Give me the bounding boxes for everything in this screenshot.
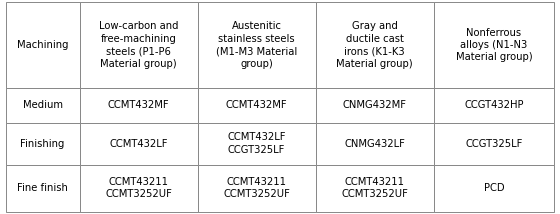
Bar [80,165,198,212]
Bar [433,123,554,165]
Bar [6,2,80,88]
Bar [6,165,80,212]
Bar [80,123,198,165]
Text: Fine finish: Fine finish [17,183,68,193]
Text: PCD: PCD [484,183,505,193]
Text: Finishing: Finishing [21,139,65,149]
Text: CCMT43211
CCMT3252UF: CCMT43211 CCMT3252UF [341,177,408,199]
Bar [433,165,554,212]
Text: CCMT43211
CCMT3252UF: CCMT43211 CCMT3252UF [223,177,290,199]
Text: Austenitic
stainless steels
(M1-M3 Material
group): Austenitic stainless steels (M1-M3 Mater… [216,21,297,68]
Text: CCMT432LF
CCGT325LF: CCMT432LF CCGT325LF [227,132,286,155]
Text: Machining: Machining [17,40,68,50]
Text: Low-carbon and
free-machining
steels (P1-P6
Material group): Low-carbon and free-machining steels (P1… [99,21,179,68]
Bar [6,88,80,123]
Bar [316,2,433,88]
Text: Nonferrous
alloys (N1-N3
Material group): Nonferrous alloys (N1-N3 Material group) [456,28,533,62]
Text: CCGT325LF: CCGT325LF [465,139,522,149]
Bar [80,2,198,88]
Bar [198,2,316,88]
Text: CNMG432LF: CNMG432LF [344,139,405,149]
Bar [198,123,316,165]
Text: CNMG432MF: CNMG432MF [343,100,407,110]
Bar [198,165,316,212]
Text: Gray and
ductile cast
irons (K1-K3
Material group): Gray and ductile cast irons (K1-K3 Mater… [337,21,413,68]
Bar [6,123,80,165]
Text: Medium: Medium [22,100,63,110]
Bar [433,88,554,123]
Bar [316,165,433,212]
Text: CCMT432MF: CCMT432MF [226,100,287,110]
Bar [80,88,198,123]
Bar [316,88,433,123]
Bar [198,88,316,123]
Text: CCGT432HP: CCGT432HP [464,100,524,110]
Text: CCMT43211
CCMT3252UF: CCMT43211 CCMT3252UF [105,177,172,199]
Bar [316,123,433,165]
Bar [433,2,554,88]
Text: CCMT432LF: CCMT432LF [109,139,168,149]
Text: CCMT432MF: CCMT432MF [108,100,170,110]
